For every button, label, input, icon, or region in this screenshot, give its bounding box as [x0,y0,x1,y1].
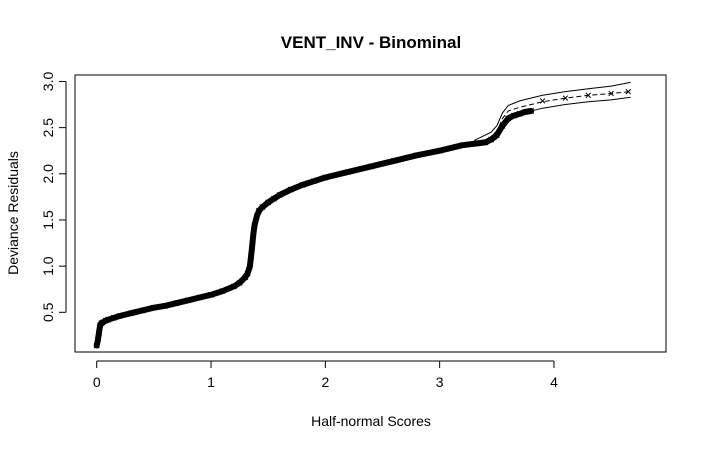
data-point [249,242,256,249]
data-point [413,152,420,159]
data-point [236,279,243,286]
x-tick-label: 0 [93,374,101,390]
data-point [368,163,375,170]
data-point [94,337,101,343]
y-tick-label: 2.0 [40,164,56,184]
x-tick-label: 1 [207,374,215,390]
data-point [162,302,169,309]
data-point [299,181,306,188]
data-point [185,297,192,304]
data-point [230,283,237,290]
data-point [459,142,466,149]
x-tick-label: 2 [321,374,329,390]
data-point [105,316,112,323]
envelope-upper-line [473,81,631,142]
data-point [253,213,260,220]
residual-trace [93,108,535,349]
data-point [390,157,397,164]
data-point [505,115,512,122]
data-point [139,307,146,314]
data-point [499,122,506,129]
y-tick-label: 0.5 [40,302,56,322]
data-point [436,147,443,154]
data-point [208,291,214,298]
data-point [244,270,251,277]
data-point [248,253,254,260]
data-point [250,231,257,238]
data-point [251,222,258,229]
data-point [242,274,249,281]
chart-title: VENT_INV - Binominal [281,33,461,52]
observed-residuals [93,108,535,349]
data-point [150,304,157,311]
data-point [265,199,272,206]
data-point [116,313,123,319]
x-tick-label: 4 [550,374,558,390]
y-tick-label: 1.0 [40,256,56,276]
simulated-points [539,88,632,104]
data-point [110,314,117,321]
data-point [270,195,277,202]
y-axis-label: Deviance Residuals [5,151,21,275]
plot-frame [74,74,667,353]
data-point [219,288,226,295]
data-point [288,186,295,193]
data-point [128,310,134,317]
data-point [310,178,317,185]
envelope-lower-line [473,96,631,147]
y-tick-label: 3.0 [40,72,56,92]
x-tick-label: 3 [436,374,444,390]
y-axis: 0.5 1.0 1.5 2.0 2.5 3.0 [40,72,67,322]
data-point [493,132,500,138]
data-point [322,174,329,181]
y-tick-label: 2.5 [40,118,56,138]
data-point [196,294,203,301]
data-point [99,319,106,326]
data-point [345,168,352,175]
envelope-median-line [473,91,631,144]
data-point [96,329,102,336]
series-layer [93,81,632,349]
data-point [93,342,100,349]
data-point [246,263,253,270]
data-point [276,192,283,198]
data-point [173,300,180,307]
x-axis-label: Half-normal Scores [311,413,431,429]
data-point [259,204,266,210]
y-tick-label: 1.5 [40,210,56,230]
x-axis: 0 1 2 3 4 [93,360,558,390]
